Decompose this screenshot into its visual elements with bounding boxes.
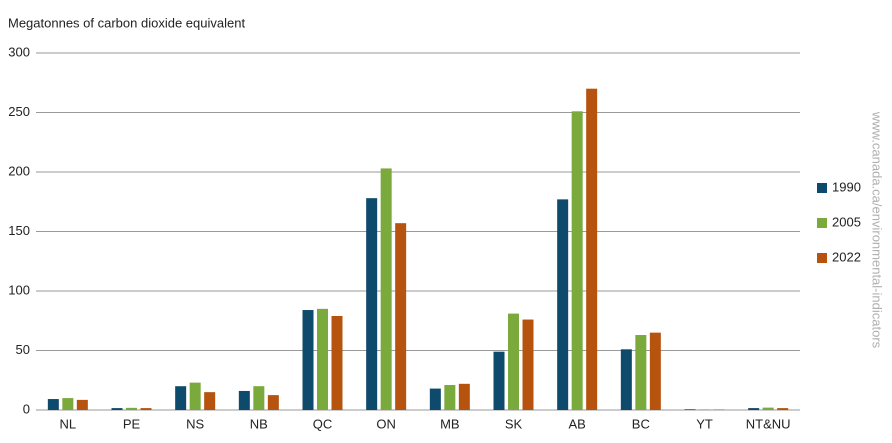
y-tick-label: 100 bbox=[8, 282, 30, 297]
x-tick-label: YT bbox=[696, 416, 713, 431]
bar bbox=[381, 168, 392, 410]
bar bbox=[141, 408, 152, 410]
bar bbox=[444, 385, 455, 410]
y-tick-label: 200 bbox=[8, 163, 30, 178]
bar bbox=[777, 408, 788, 410]
x-tick-label: NS bbox=[186, 416, 204, 431]
bar bbox=[190, 383, 201, 410]
bar bbox=[366, 198, 377, 410]
bar bbox=[48, 399, 59, 410]
legend-swatch bbox=[817, 218, 827, 228]
bar bbox=[126, 408, 137, 410]
bar bbox=[239, 391, 250, 410]
bar bbox=[523, 320, 534, 410]
bar bbox=[650, 333, 661, 410]
bar bbox=[317, 309, 328, 410]
bar bbox=[62, 398, 73, 410]
x-tick-label: QC bbox=[313, 416, 333, 431]
bar bbox=[112, 408, 123, 410]
bar bbox=[621, 349, 632, 410]
legend-label: 1990 bbox=[832, 179, 861, 194]
bar bbox=[204, 392, 215, 410]
bar bbox=[332, 316, 343, 410]
bar bbox=[494, 352, 505, 410]
bar bbox=[395, 223, 406, 410]
bar bbox=[635, 335, 646, 410]
legend-swatch bbox=[817, 183, 827, 193]
y-tick-label: 50 bbox=[16, 342, 30, 357]
bar bbox=[572, 111, 583, 410]
x-tick-label: NT&NU bbox=[746, 416, 791, 431]
x-tick-label: ON bbox=[376, 416, 396, 431]
bar bbox=[303, 310, 314, 410]
legend-label: 2005 bbox=[832, 214, 861, 229]
x-tick-label: BC bbox=[632, 416, 650, 431]
legend-swatch bbox=[817, 253, 827, 263]
bar bbox=[430, 389, 441, 410]
x-tick-label: SK bbox=[505, 416, 523, 431]
x-tick-label: NB bbox=[250, 416, 268, 431]
y-tick-label: 150 bbox=[8, 223, 30, 238]
bar bbox=[253, 386, 264, 410]
bar bbox=[763, 408, 774, 410]
y-tick-label: 250 bbox=[8, 104, 30, 119]
x-tick-label: AB bbox=[568, 416, 585, 431]
y-tick-label: 300 bbox=[8, 44, 30, 59]
x-tick-label: MB bbox=[440, 416, 460, 431]
bar bbox=[557, 199, 568, 410]
bar bbox=[268, 395, 279, 410]
source: www.canada.ca/environmental-indicators bbox=[870, 111, 885, 349]
bar bbox=[586, 89, 597, 410]
bar bbox=[508, 314, 519, 410]
bar bbox=[175, 386, 186, 410]
x-tick-label: PE bbox=[123, 416, 141, 431]
x-tick-label: NL bbox=[60, 416, 77, 431]
bar bbox=[699, 409, 710, 410]
y-axis-label: Megatonnes of carbon dioxide equivalent bbox=[8, 15, 245, 30]
y-tick-label: 0 bbox=[23, 401, 30, 416]
bar bbox=[748, 408, 759, 410]
bar bbox=[77, 400, 88, 410]
legend-label: 2022 bbox=[832, 249, 861, 264]
bar bbox=[685, 409, 696, 410]
bar bbox=[459, 384, 470, 410]
